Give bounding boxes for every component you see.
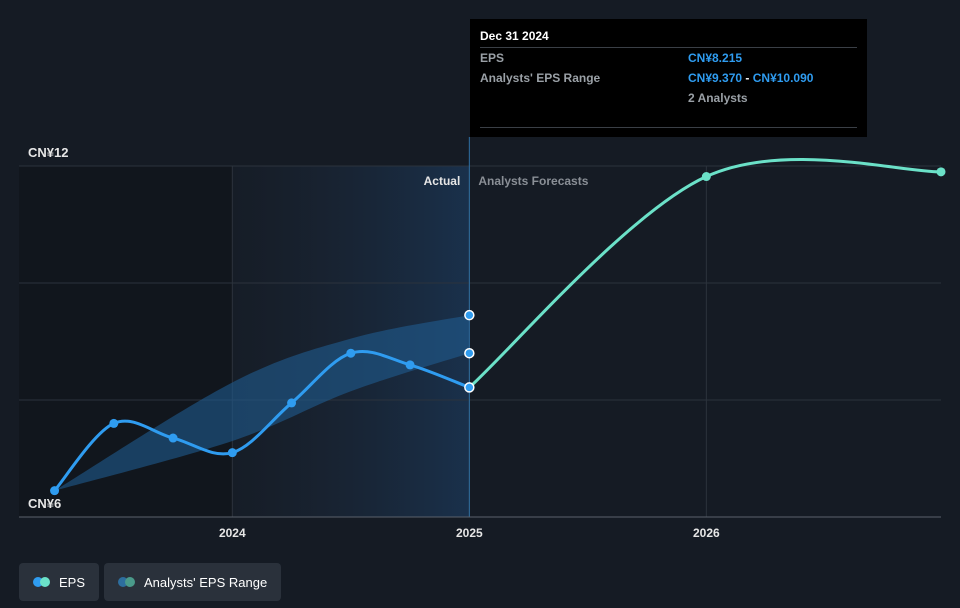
- forecast-label: Analysts Forecasts: [478, 174, 588, 188]
- tooltip-range-low: CN¥9.370: [688, 71, 743, 85]
- legend-eps-label: EPS: [59, 574, 86, 590]
- range-high-marker: [464, 309, 475, 321]
- actual-label: Actual: [424, 174, 461, 188]
- legend-eps-dot-1: [33, 577, 43, 587]
- legend: EPS Analysts' EPS Range: [19, 563, 282, 601]
- legend-range-dot-1: [118, 577, 129, 587]
- y-tick-label: CN¥12: [28, 145, 68, 160]
- legend-item-range[interactable]: Analysts' EPS Range: [104, 563, 282, 601]
- y-tick-label: CN¥6: [28, 496, 61, 511]
- tooltip-range-label: Analysts' EPS Range: [480, 71, 601, 85]
- tooltip-divider: [480, 127, 857, 128]
- tooltip-eps-label: EPS: [480, 51, 505, 65]
- range-low-marker: [464, 347, 475, 359]
- legend-eps-icon: [33, 577, 51, 587]
- tooltip-range-high: CN¥10.090: [752, 71, 814, 85]
- eps-point: [227, 448, 237, 458]
- tooltip: Dec 31 2024 EPS CN¥8.215 Analysts' EPS R…: [470, 19, 867, 137]
- eps-point: [287, 398, 297, 408]
- tooltip-analysts-row: 2 Analysts: [480, 88, 857, 108]
- x-tick-label: 2026: [693, 526, 720, 540]
- tooltip-eps-value: CN¥8.215: [688, 51, 743, 65]
- eps-point: [168, 433, 178, 443]
- tooltip-eps-row: EPS CN¥8.215: [480, 47, 857, 68]
- eps-current-marker: [464, 382, 475, 393]
- eps-point: [50, 486, 60, 496]
- legend-item-eps[interactable]: EPS: [19, 563, 100, 601]
- analysts-eps-range-band: [54, 315, 470, 491]
- tooltip-date: Dec 31 2024: [480, 29, 549, 43]
- eps-point: [405, 360, 415, 370]
- tooltip-analysts-count: 2 Analysts: [688, 91, 748, 105]
- legend-range-icon: [118, 577, 136, 587]
- eps-forecast-point: [701, 172, 711, 182]
- legend-eps-dot-2: [40, 577, 50, 587]
- eps-forecast-line: [468, 157, 942, 389]
- x-tick-label: 2025: [456, 526, 483, 540]
- eps-forecast-point: [936, 167, 946, 177]
- legend-range-label: Analysts' EPS Range: [144, 574, 268, 590]
- tooltip-range-row: Analysts' EPS Range CN¥9.370 - CN¥10.090: [480, 68, 857, 88]
- eps-point: [346, 348, 356, 358]
- tooltip-range-separator: -: [745, 71, 750, 85]
- legend-range-dot-2: [125, 577, 136, 587]
- eps-point: [109, 418, 119, 428]
- x-tick-label: 2024: [219, 526, 246, 540]
